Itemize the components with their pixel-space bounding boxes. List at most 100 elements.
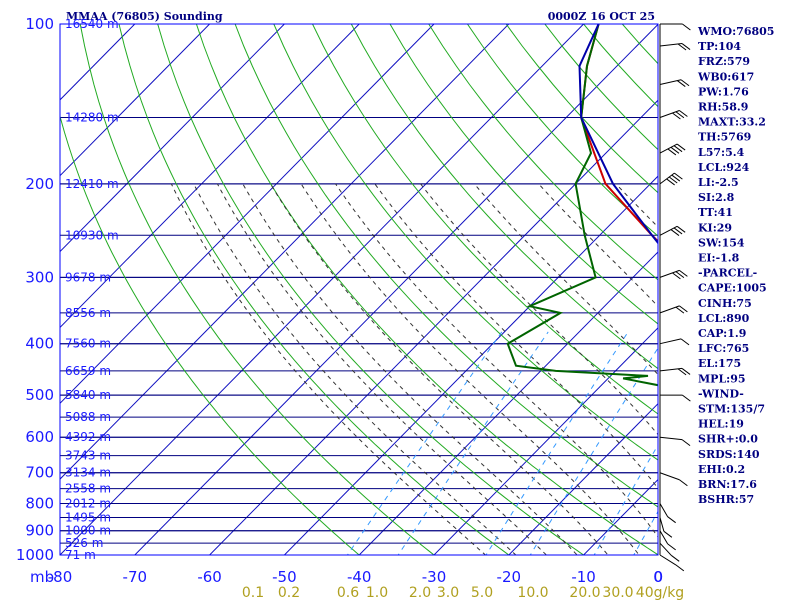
y-tick-label: 500 [25, 386, 54, 404]
plot-frame [59, 23, 659, 556]
index-value: LCL:924 [698, 161, 750, 174]
y-tick-label: 200 [25, 175, 54, 193]
height-label: 8556 m [65, 306, 111, 320]
wind-barb [659, 305, 688, 314]
moist-adiabat [335, 183, 658, 538]
dry-adiabat [60, 114, 360, 555]
dewpoint-trace [506, 24, 658, 387]
mixing-ratio-line [397, 331, 549, 555]
wind-barb [659, 110, 688, 120]
height-label: 4392 m [65, 430, 111, 444]
wind-barb [659, 530, 676, 551]
wind-barb [659, 338, 690, 346]
x-tick-label: -70 [123, 568, 148, 586]
index-value: TT:41 [698, 206, 733, 219]
index-value: BSHR:57 [698, 493, 754, 506]
height-label: 1495 m [65, 511, 111, 525]
y-tick-label: 800 [25, 495, 54, 513]
index-value: KI:29 [698, 221, 732, 234]
index-value: TH:5769 [698, 131, 751, 144]
mixing-ratio-label: 20.0 [569, 585, 600, 600]
index-value: -WIND- [698, 387, 744, 400]
index-value: SW:154 [698, 236, 745, 249]
index-value: EL:175 [698, 357, 741, 370]
height-label: 16540 m [65, 17, 119, 31]
wind-barb [659, 542, 680, 562]
wind-barb [659, 143, 686, 156]
moist-adiabat [538, 183, 658, 308]
dry-adiabat [234, 24, 658, 508]
index-value: WB0:617 [697, 70, 754, 83]
height-label: 7560 m [65, 337, 111, 351]
moist-adiabat [420, 183, 658, 436]
height-label: 1000 m [65, 524, 111, 538]
plot-area [60, 24, 800, 566]
isotherm-line [358, 251, 658, 555]
mixing-ratio-label: 5.0 [471, 585, 493, 600]
index-value: L57:5.4 [698, 146, 745, 159]
index-value: SRDS:140 [698, 448, 760, 461]
dry-adiabat [350, 24, 658, 370]
index-value: EI:-1.8 [698, 252, 740, 265]
wind-barb [659, 43, 691, 51]
index-value: MPL:95 [698, 372, 746, 385]
height-label: 3743 m [65, 449, 111, 463]
isotherm-line [60, 24, 584, 555]
moist-adiabat [170, 183, 487, 555]
height-label: 12410 m [65, 177, 119, 191]
mixing-ratio-label: 0.6 [337, 585, 359, 600]
index-value: SI:2.8 [698, 191, 735, 204]
moist-adiabat [374, 183, 658, 490]
wind-barb [659, 172, 683, 186]
index-value: CAP:1.9 [698, 327, 746, 340]
temperature-trace [580, 24, 658, 243]
height-label: 71 m [65, 548, 96, 562]
wind-barb [659, 269, 688, 280]
moist-adiabat [270, 183, 609, 555]
wind-barb [659, 436, 691, 447]
mixing-ratio-label: 10.0 [517, 585, 548, 600]
y-tick-label: 700 [25, 464, 54, 482]
height-label: 5840 m [65, 388, 111, 402]
isotherm-line [60, 24, 510, 480]
mixing-ratio-label: 30.0 [602, 585, 633, 600]
mixing-ratio-label: 40g/kg [636, 585, 684, 600]
mixing-ratio-line [593, 444, 658, 555]
index-value: TP:104 [698, 40, 741, 53]
x-tick-label: -20 [497, 568, 522, 586]
x-tick-label: -80 [48, 568, 73, 586]
isotherm-line [209, 99, 658, 555]
wind-barb [659, 472, 688, 487]
index-value: CAPE:1005 [698, 282, 767, 295]
y-tick-label: 600 [25, 428, 54, 446]
x-corner-label: 0 [653, 568, 663, 586]
height-label: 9678 m [65, 270, 111, 284]
index-value: LCL:890 [698, 312, 750, 325]
x-tick-label: -50 [272, 568, 297, 586]
height-label: 526 m [65, 536, 103, 550]
mixing-ratio-line [485, 331, 629, 555]
indices-panel: WMO:76805 TP:104 FRZ:579 WB0:617 PW:1.76 RH:5… [697, 25, 774, 506]
mixing-ratio-label: 1.0 [366, 585, 388, 600]
index-value: MAXT:33.2 [698, 116, 766, 129]
index-value: STM:135/7 [698, 403, 765, 416]
index-value: LFC:765 [698, 342, 749, 355]
index-value: PW:1.76 [698, 85, 749, 98]
mixing-ratio-label: 3.0 [437, 585, 459, 600]
height-label: 2012 m [65, 497, 111, 511]
wind-barb [659, 79, 690, 87]
isotherm-line [508, 402, 658, 555]
index-value: EHI:0.2 [698, 463, 745, 476]
wind-barb [660, 23, 691, 31]
wind-barb [659, 503, 676, 524]
isotherm-line [60, 24, 360, 329]
chart-datetime: 0000Z 16 OCT 25 [548, 10, 655, 23]
dry-adiabat [777, 24, 800, 566]
mixing-ratio-line [757, 332, 800, 566]
mixing-ratio-line [529, 347, 658, 555]
mixing-ratio-label: 0.1 [242, 585, 264, 600]
height-label: 10930 m [65, 228, 119, 242]
y-tick-label: 900 [25, 522, 54, 540]
dry-adiabat [312, 24, 658, 415]
